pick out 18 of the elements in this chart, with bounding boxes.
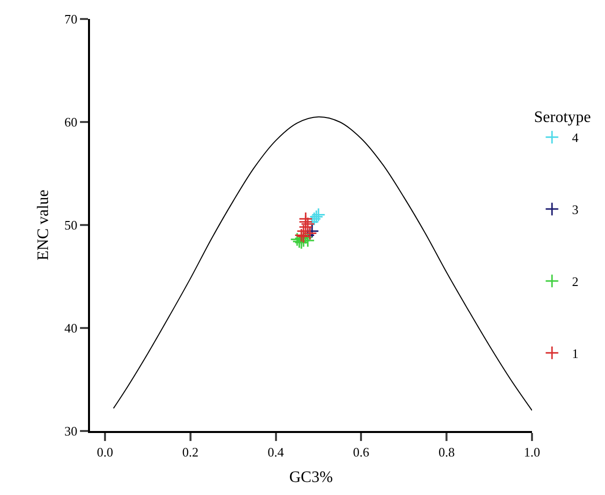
y-axis-title: ENC value — [34, 190, 52, 260]
legend-label: 3 — [572, 202, 578, 218]
x-tick-label: 1.0 — [524, 444, 540, 460]
x-tick-label: 0.4 — [268, 444, 284, 460]
y-tick-label: 70 — [64, 12, 78, 27]
legend-title: Serotype — [534, 109, 591, 126]
y-tick-label: 50 — [64, 218, 78, 233]
x-tick-label: 0.2 — [182, 444, 198, 460]
x-tick-label: 0.6 — [353, 444, 370, 460]
x-axis-title: GC3% — [289, 468, 333, 486]
legend-label: 1 — [572, 346, 578, 361]
y-tick-label: 40 — [64, 320, 78, 336]
x-tick-label: 0.8 — [438, 444, 455, 460]
y-tick-label: 30 — [64, 424, 78, 439]
y-tick-label: 60 — [64, 114, 78, 130]
legend-label: 2 — [572, 274, 578, 290]
legend-label: 4 — [572, 130, 579, 146]
x-tick-label: 0.0 — [96, 444, 114, 460]
